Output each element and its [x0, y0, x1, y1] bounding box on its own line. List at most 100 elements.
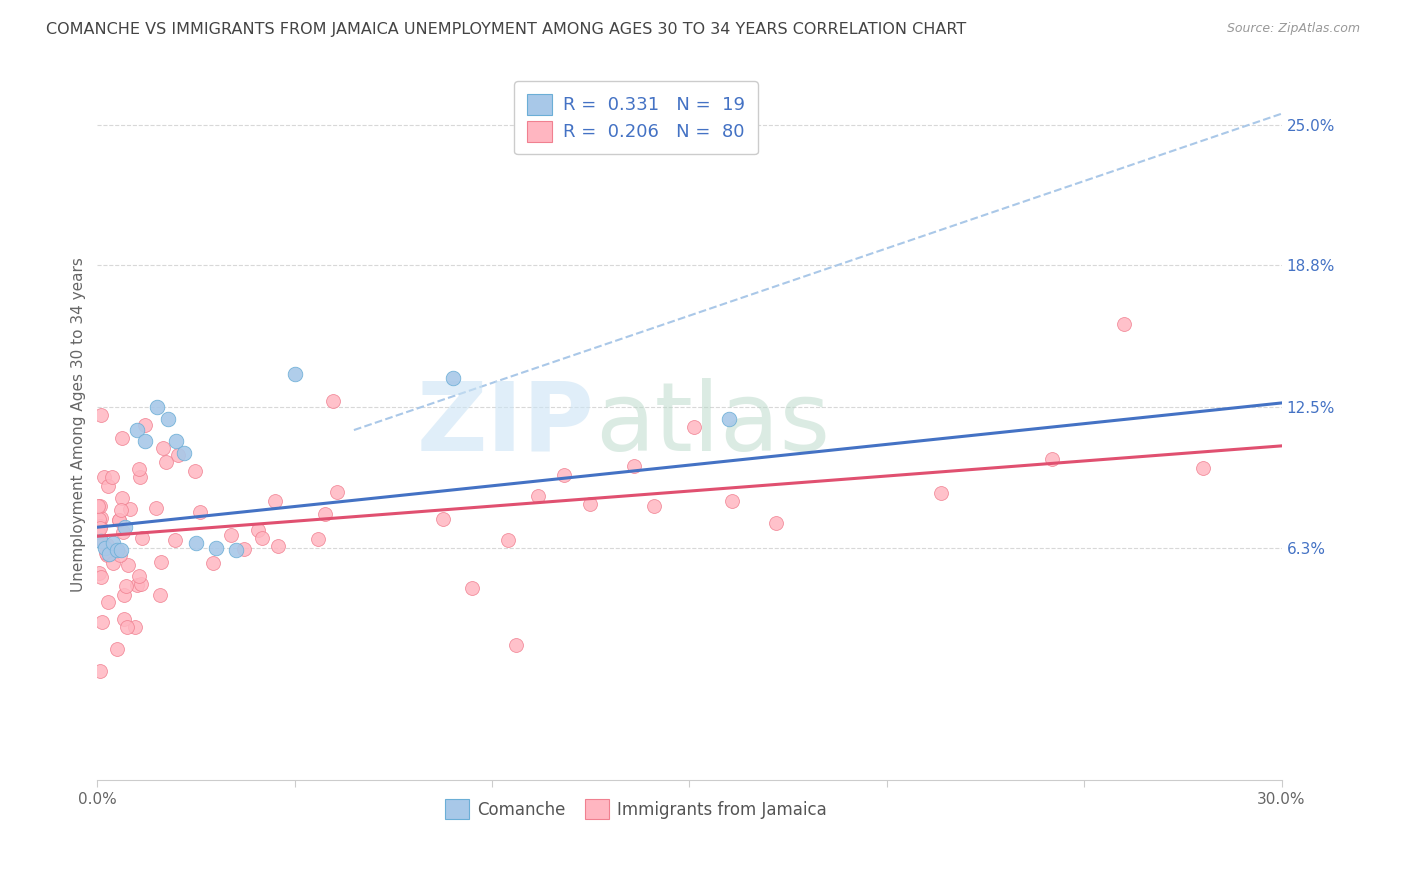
Point	[553, 467, 575, 482]
Point	[145, 500, 167, 515]
Point	[94, 541, 117, 555]
Point	[579, 497, 602, 511]
Point	[266, 539, 288, 553]
Point	[89, 519, 111, 533]
Point	[108, 513, 131, 527]
Point	[110, 542, 132, 557]
Point	[505, 638, 527, 652]
Point	[96, 548, 118, 562]
Point	[120, 501, 142, 516]
Point	[96, 538, 118, 552]
Point	[112, 588, 135, 602]
Point	[108, 513, 131, 527]
Point	[219, 528, 242, 542]
Point	[202, 556, 225, 570]
Point	[90, 408, 112, 422]
Point	[157, 411, 180, 425]
Point	[90, 570, 112, 584]
Point	[115, 620, 138, 634]
Point	[1040, 452, 1063, 467]
Point	[105, 542, 128, 557]
Text: COMANCHE VS IMMIGRANTS FROM JAMAICA UNEMPLOYMENT AMONG AGES 30 TO 34 YEARS CORRE: COMANCHE VS IMMIGRANTS FROM JAMAICA UNEM…	[46, 22, 967, 37]
Point	[87, 524, 110, 539]
Point	[145, 401, 167, 415]
Point	[97, 479, 120, 493]
Point	[131, 577, 153, 591]
Point	[155, 455, 177, 469]
Point	[128, 569, 150, 583]
Point	[87, 500, 110, 514]
Point	[224, 542, 246, 557]
Point	[163, 533, 186, 547]
Point	[98, 547, 121, 561]
Point	[183, 465, 205, 479]
Point	[89, 521, 111, 535]
Point	[89, 664, 111, 678]
Point	[1112, 317, 1135, 331]
Point	[94, 546, 117, 560]
Point	[152, 442, 174, 456]
Point	[1191, 460, 1213, 475]
Point	[110, 502, 132, 516]
Point	[89, 566, 111, 580]
Point	[720, 493, 742, 508]
Point	[284, 367, 307, 381]
Point	[264, 493, 287, 508]
Point	[765, 516, 787, 530]
Point	[90, 533, 112, 548]
Point	[112, 612, 135, 626]
Point	[683, 420, 706, 434]
Point	[101, 536, 124, 550]
Point	[107, 642, 129, 657]
Point	[461, 582, 484, 596]
Point	[322, 394, 344, 409]
Point	[232, 541, 254, 556]
Point	[112, 524, 135, 539]
Point	[623, 459, 645, 474]
Point	[87, 531, 110, 545]
Point	[167, 448, 190, 462]
Point	[432, 511, 454, 525]
Point	[717, 411, 740, 425]
Point	[527, 489, 550, 503]
Point	[101, 556, 124, 570]
Point	[496, 533, 519, 547]
Point	[87, 499, 110, 513]
Text: atlas: atlas	[595, 378, 830, 471]
Point	[125, 423, 148, 437]
Point	[149, 588, 172, 602]
Point	[643, 499, 665, 513]
Point	[111, 431, 134, 445]
Point	[89, 512, 111, 526]
Point	[101, 470, 124, 484]
Point	[110, 548, 132, 562]
Point	[314, 508, 336, 522]
Point	[165, 434, 187, 449]
Point	[125, 578, 148, 592]
Y-axis label: Unemployment Among Ages 30 to 34 years: Unemployment Among Ages 30 to 34 years	[72, 257, 86, 592]
Point	[250, 531, 273, 545]
Point	[124, 620, 146, 634]
Point	[441, 371, 464, 385]
Point	[131, 531, 153, 545]
Point	[89, 500, 111, 514]
Point	[111, 491, 134, 505]
Point	[114, 520, 136, 534]
Point	[97, 595, 120, 609]
Point	[307, 532, 329, 546]
Text: ZIP: ZIP	[416, 378, 595, 471]
Point	[173, 445, 195, 459]
Point	[134, 434, 156, 449]
Point	[90, 615, 112, 630]
Point	[128, 461, 150, 475]
Point	[115, 579, 138, 593]
Point	[929, 485, 952, 500]
Point	[90, 511, 112, 525]
Point	[117, 558, 139, 573]
Point	[247, 524, 270, 538]
Point	[204, 541, 226, 555]
Point	[134, 417, 156, 432]
Text: Source: ZipAtlas.com: Source: ZipAtlas.com	[1226, 22, 1360, 36]
Point	[188, 505, 211, 519]
Point	[184, 536, 207, 550]
